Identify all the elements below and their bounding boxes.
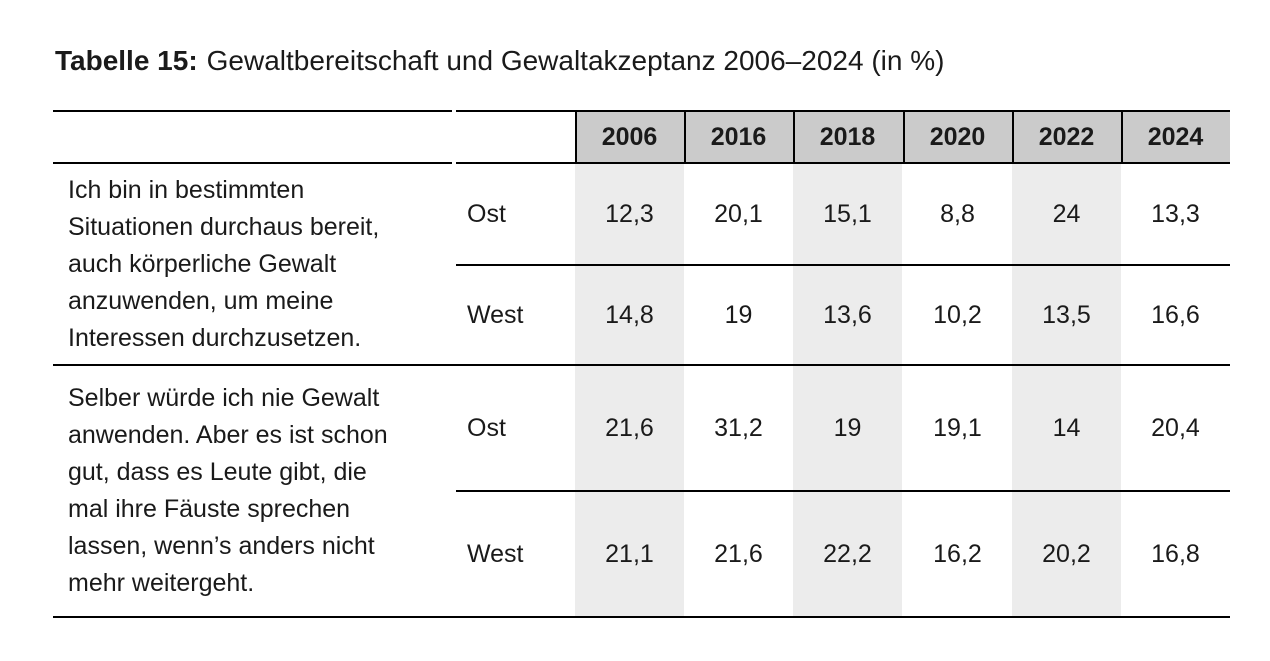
value-cell: 20,1	[714, 200, 763, 228]
value-cell: 14,8	[605, 301, 654, 329]
value-cell: 13,5	[1042, 301, 1091, 329]
value-cell: 21,1	[605, 540, 654, 568]
table-caption-label: Tabelle 15:	[55, 45, 198, 76]
region-label: West	[467, 540, 524, 568]
value-cell: 22,2	[823, 540, 872, 568]
value-cell: 19	[833, 414, 862, 442]
table-row-block1-west: West 14,8 19 13,6 10,2 13,5 16,6	[0, 299, 1270, 331]
value-cell: 31,2	[714, 414, 763, 442]
table-row-block2-ost: Ost 21,6 31,2 19 19,1 14 20,4	[0, 412, 1270, 444]
value-cell: 20,4	[1151, 414, 1200, 442]
value-cell: 16,2	[933, 540, 982, 568]
rule-ost-west-block2	[456, 490, 1230, 492]
value-cell: 20,2	[1042, 540, 1091, 568]
rule-header-bottom-right	[456, 162, 1230, 164]
table-row-block2-west: West 21,1 21,6 22,2 16,2 20,2 16,8	[0, 538, 1270, 570]
column-stripe-2022	[1012, 164, 1121, 617]
value-cell: 13,6	[823, 301, 872, 329]
statement-text-1: Ich bin in bestimmten Situationen durcha…	[68, 175, 380, 352]
header-separator	[903, 111, 905, 163]
table-caption-text: Gewaltbereitschaft und Gewaltakzeptanz 2…	[206, 45, 945, 76]
value-cell: 16,6	[1151, 301, 1200, 329]
year-header-2018: 2018	[819, 123, 876, 151]
value-cell: 8,8	[940, 200, 975, 228]
rule-top-right	[456, 110, 1230, 112]
header-separator	[793, 111, 795, 163]
statement-text-2: Selber würde ich nie Gewalt anwenden. Ab…	[68, 383, 388, 597]
region-label: West	[467, 301, 524, 329]
year-header-2020: 2020	[929, 123, 986, 151]
year-header-2006: 2006	[601, 123, 658, 151]
year-header-2016: 2016	[710, 123, 767, 151]
rule-ost-west-block1	[456, 264, 1230, 266]
value-cell: 13,3	[1151, 200, 1200, 228]
header-separator	[1121, 111, 1123, 163]
region-label: Ost	[467, 414, 506, 442]
value-cell: 12,3	[605, 200, 654, 228]
statement-cell-2: Selber würde ich nie Gewalt anwenden. Ab…	[68, 366, 450, 615]
header-separator	[575, 111, 577, 163]
value-cell: 21,6	[605, 414, 654, 442]
column-stripe-2006	[575, 164, 684, 617]
table-row-block1-ost: Ost 12,3 20,1 15,1 8,8 24 13,3	[0, 198, 1270, 230]
header-separator	[1012, 111, 1014, 163]
value-cell: 10,2	[933, 301, 982, 329]
value-cell: 19,1	[933, 414, 982, 442]
value-cell: 15,1	[823, 200, 872, 228]
value-cell: 24	[1052, 200, 1081, 228]
table-caption: Tabelle 15: Gewaltbereitschaft und Gewalt…	[55, 44, 944, 78]
statement-cell-1: Ich bin in bestimmten Situationen durcha…	[68, 166, 450, 362]
year-header-2022: 2022	[1038, 123, 1095, 151]
rule-bottom	[53, 616, 1230, 618]
value-cell: 19	[724, 301, 753, 329]
rule-block-divider	[53, 364, 1230, 366]
value-cell: 21,6	[714, 540, 763, 568]
value-cell: 14	[1052, 414, 1081, 442]
header-separator	[684, 111, 686, 163]
rule-header-bottom-left	[53, 162, 452, 164]
value-cell: 16,8	[1151, 540, 1200, 568]
year-header-2024: 2024	[1147, 123, 1204, 151]
rule-top-left	[53, 110, 452, 112]
region-label: Ost	[467, 200, 506, 228]
column-stripe-2018	[793, 164, 902, 617]
